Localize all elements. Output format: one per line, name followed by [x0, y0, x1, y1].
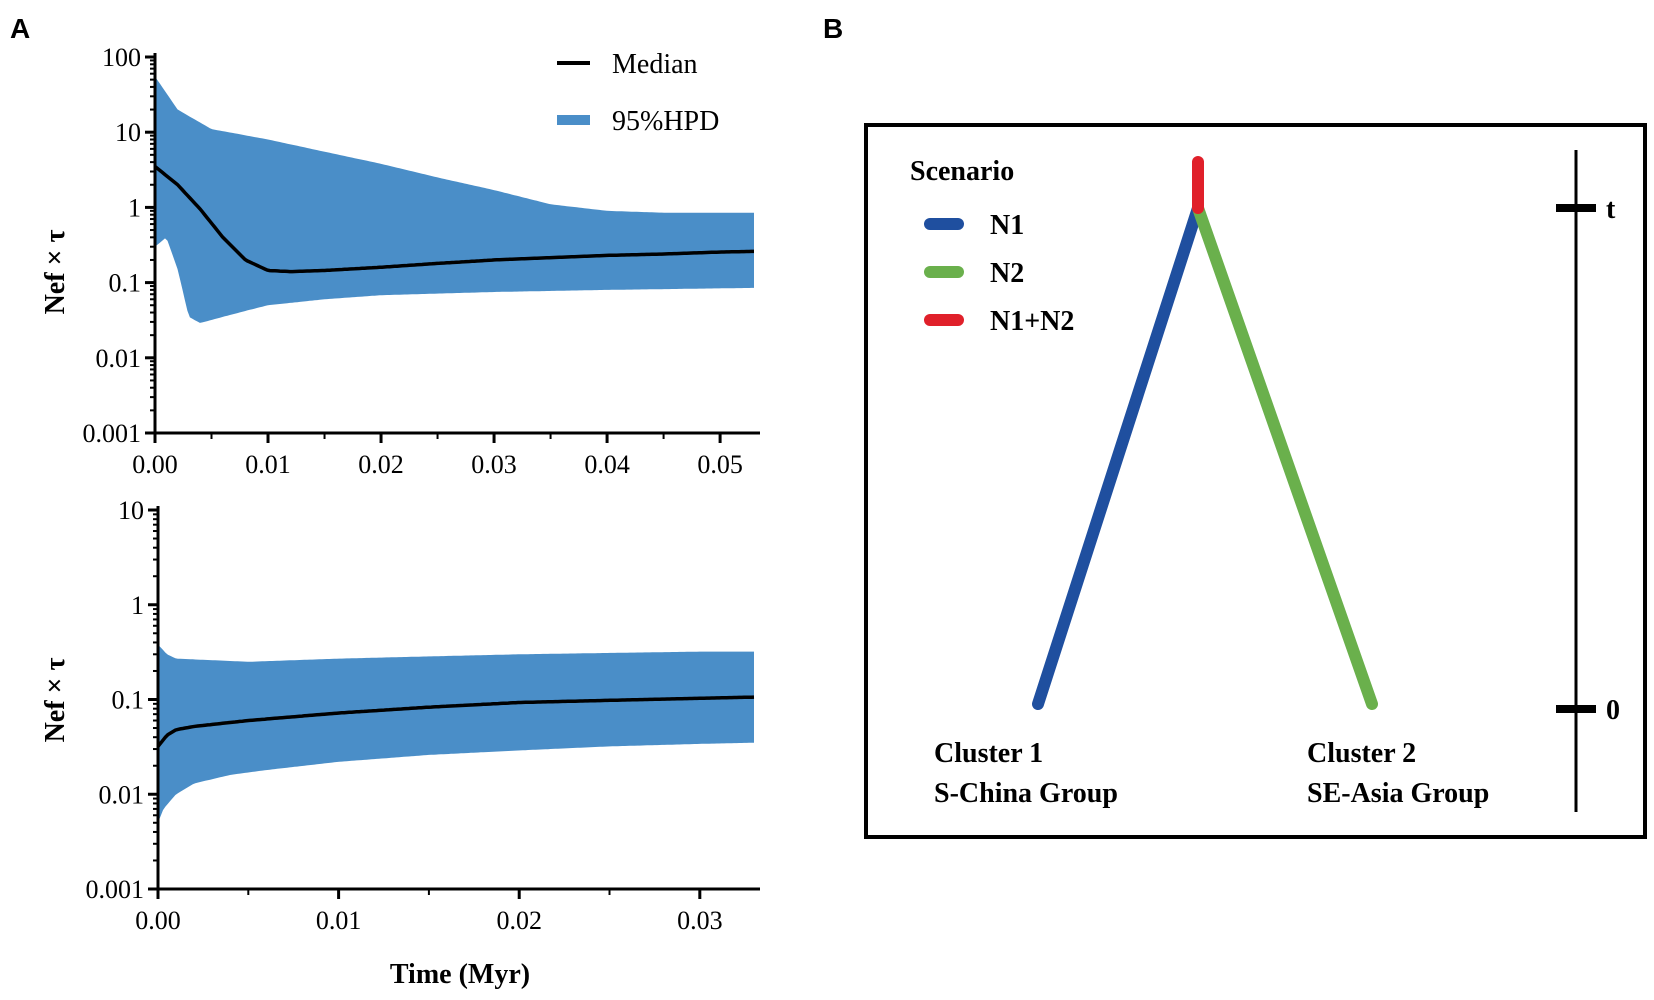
- a1-plot-area: [153, 76, 754, 323]
- a1-x-tick-label: 0.00: [132, 450, 178, 479]
- legend-n2-label: N2: [990, 258, 1024, 289]
- a1-tick-labels: 0.001 0.01 0.1 1 10 100 0.00 0.01 0.02 0.03 0.04 0.…: [83, 43, 743, 479]
- branch-n1: [1032, 202, 1204, 710]
- a1-y-tick-label: 0.1: [109, 269, 142, 298]
- legend-median-label: Median: [612, 49, 698, 80]
- legend-n1n2-label: N1+N2: [990, 306, 1074, 337]
- a2-y-tick-label: 0.001: [86, 875, 145, 904]
- a2-x-tick-label: 0.02: [496, 906, 542, 935]
- x-axis-label: Time (Myr): [390, 959, 530, 990]
- chart-a-top: 0.001 0.01 0.1 1 10 100 0.00 0.01 0.02 0.03 0.04 0.…: [40, 43, 760, 479]
- a2-median-line: [156, 695, 755, 748]
- a1-x-tick-label: 0.04: [584, 450, 630, 479]
- a2-x-tick-label: 0.03: [677, 906, 723, 935]
- a1-x-tick-label: 0.03: [471, 450, 517, 479]
- a2-x-tick-label: 0.00: [135, 906, 181, 935]
- legend-hpd-label: 95%HPD: [612, 106, 719, 137]
- a2-y-axis-label: Nef × τ: [40, 657, 71, 742]
- panel-letter-b: B: [823, 13, 843, 44]
- cluster1-name: Cluster 1: [934, 738, 1043, 769]
- legend-hpd-swatch: [557, 115, 590, 125]
- time-label-t: t: [1606, 194, 1616, 225]
- branch-n2: [1192, 202, 1378, 710]
- a1-axes: [145, 53, 760, 443]
- a2-y-tick-label: 0.1: [112, 686, 145, 715]
- legend-n1-label: N1: [990, 210, 1024, 241]
- a1-x-tick-label: 0.05: [697, 450, 743, 479]
- a1-y-tick-label: 0.001: [83, 419, 142, 448]
- a2-y-tick-label: 1: [131, 591, 144, 620]
- a2-x-tick-label: 0.01: [316, 906, 362, 935]
- a2-plot-area: [156, 644, 755, 823]
- scenario-diagram: Scenario N1 N2 N1+N2 t 0 Cluster 1 S-Chi…: [864, 123, 1647, 839]
- diagram-frame: [864, 123, 1647, 839]
- a1-y-tick-label: 1: [128, 193, 141, 222]
- a1-y-tick-label: 10: [115, 118, 141, 147]
- a1-median-line: [153, 165, 754, 274]
- a1-y-tick-label: 100: [102, 43, 141, 72]
- a1-x-tick-label: 0.02: [358, 450, 404, 479]
- a2-y-tick-label: 10: [118, 496, 144, 525]
- a1-x-tick-label: 0.01: [245, 450, 291, 479]
- a2-axes: [148, 506, 760, 899]
- a2-hpd-band: [158, 644, 754, 823]
- a1-y-tick-label: 0.01: [96, 344, 142, 373]
- panel-letter-a: A: [10, 13, 30, 44]
- a2-tick-labels: 0.001 0.01 0.1 1 10 0.00 0.01 0.02 0.03: [86, 496, 723, 935]
- scenario-legend-title: Scenario: [910, 156, 1014, 187]
- a1-y-axis-label: Nef × τ: [40, 229, 71, 314]
- cluster2-name: Cluster 2: [1307, 738, 1416, 769]
- a1-hpd-band: [155, 76, 754, 323]
- cluster1-group: S-China Group: [934, 778, 1118, 809]
- a2-y-tick-label: 0.01: [99, 780, 145, 809]
- cluster2-group: SE-Asia Group: [1307, 778, 1489, 809]
- time-label-0: 0: [1606, 695, 1620, 726]
